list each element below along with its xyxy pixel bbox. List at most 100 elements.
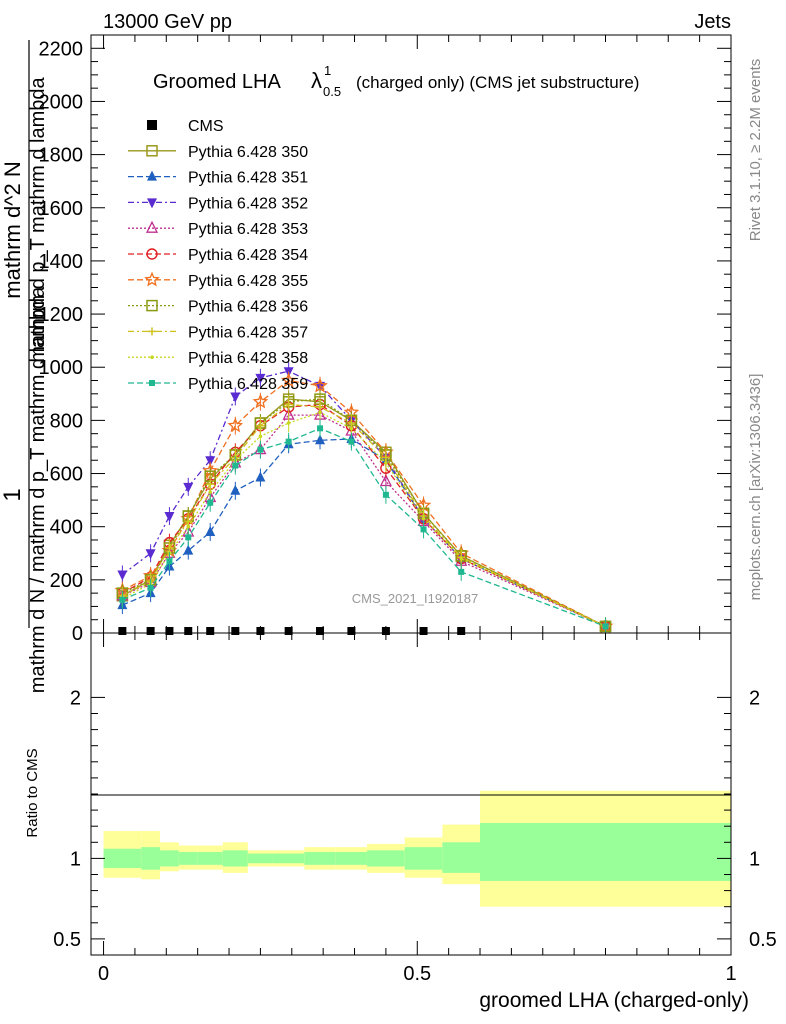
ratio-band-inner	[404, 847, 443, 870]
x-tick-label: 0.5	[403, 963, 431, 985]
data-point	[419, 627, 428, 635]
legend-item: Pythia 6.428 357	[128, 324, 308, 341]
title-rest: (charged only) (CMS jet substructure)	[356, 73, 639, 92]
data-point	[382, 491, 389, 498]
ratio-band-inner	[160, 850, 179, 867]
ylabel-small: mathrm d p_T mathrm d lambda	[27, 76, 49, 362]
data-point	[227, 417, 244, 433]
data-point	[208, 490, 213, 494]
x-axis-label: groomed LHA (charged-only)	[479, 989, 749, 1012]
y-tick-label: 2200	[39, 38, 84, 60]
ratio-band-inner	[222, 850, 248, 867]
ratio-tick-label-right: 2	[749, 687, 760, 709]
data-point	[252, 393, 269, 409]
data-point	[147, 170, 157, 181]
side-rivet: Rivet 3.1.10, ≥ 2.2M events	[747, 59, 764, 242]
data-point	[118, 627, 127, 635]
ratio-y-ticks: 0.5 0.5 1 1 2 2	[53, 687, 777, 951]
watermark: CMS_2021_I1920187	[352, 591, 479, 606]
series-line	[122, 398, 606, 627]
y-tick-label: 0	[72, 623, 83, 645]
data-point	[206, 627, 215, 635]
ratio-band-inner	[103, 848, 142, 869]
series-line	[122, 414, 606, 627]
series-line	[122, 379, 606, 627]
data-point	[258, 434, 263, 439]
ratio-band-inner	[304, 851, 336, 865]
legend-item: Pythia 6.428 353	[128, 220, 308, 238]
legend-label: Pythia 6.428 357	[188, 324, 308, 341]
data-point	[146, 145, 158, 157]
y-tick-label: 1400	[39, 251, 84, 273]
legend-item: Pythia 6.428 352	[128, 195, 308, 212]
data-point	[150, 355, 154, 360]
data-point	[183, 482, 194, 493]
ratio-tick-label: 2	[70, 687, 81, 709]
ratio-band-inner	[335, 851, 368, 865]
ratio-tick-label-right: 0.5	[749, 929, 777, 951]
data-point	[184, 627, 193, 635]
ratio-band-inner	[247, 853, 273, 864]
ylabel-big: mathrm d^2 N	[0, 161, 25, 298]
data-point	[232, 462, 239, 469]
data-point	[286, 421, 291, 425]
data-point	[207, 499, 214, 506]
data-point	[459, 556, 463, 561]
data-point	[166, 558, 173, 565]
data-point	[381, 627, 390, 635]
data-point	[230, 484, 241, 495]
plot-title: Groomed LHA λ 1 0.5 (charged only) (CMS …	[153, 63, 639, 99]
data-point	[284, 400, 293, 409]
data-point	[457, 627, 466, 635]
series-line	[122, 411, 606, 627]
series-pythia-6-428-359	[119, 419, 609, 636]
legend-label: Pythia 6.428 352	[188, 195, 308, 212]
legend-item: Pythia 6.428 354	[128, 247, 308, 264]
ratio-band-inner	[178, 851, 198, 865]
data-point	[318, 410, 322, 415]
data-point	[349, 426, 354, 431]
data-point	[285, 438, 292, 445]
header-left: 13000 GeV pp	[103, 11, 232, 33]
y-tick-label: 800	[50, 410, 83, 432]
data-point	[149, 380, 155, 386]
data-point	[185, 534, 192, 541]
data-point	[165, 627, 174, 635]
data-point	[119, 596, 126, 603]
ratio-bands	[103, 790, 731, 907]
data-point	[348, 438, 355, 445]
data-point	[148, 327, 156, 336]
data-point	[384, 461, 388, 465]
data-point	[147, 198, 157, 209]
ratio-tick-label: 1	[70, 848, 81, 870]
y-tick-label: 1600	[39, 198, 84, 220]
data-point	[144, 271, 160, 287]
legend-item: Pythia 6.428 351	[128, 170, 308, 187]
ylabel-num: 1	[0, 488, 26, 501]
series-line	[122, 370, 606, 627]
y-tick-label: 400	[50, 517, 83, 539]
data-point	[145, 549, 156, 560]
x-tick-label: 0	[98, 963, 109, 985]
data-point	[231, 627, 240, 635]
legend-label: Pythia 6.428 351	[188, 170, 308, 187]
y-tick-label: 2000	[39, 91, 84, 113]
ratio-band-inner	[442, 842, 481, 873]
data-point	[458, 568, 465, 575]
ratio-band-inner	[480, 822, 731, 881]
legend-label: Pythia 6.428 358	[188, 350, 308, 367]
data-point	[284, 627, 293, 635]
data-point	[147, 120, 157, 130]
data-point	[255, 373, 266, 384]
ratio-band-inner	[197, 851, 223, 865]
legend-label: Pythia 6.428 350	[188, 144, 308, 161]
x-tick-label: 1	[725, 963, 736, 985]
ratio-x-ticks: 0 0.5 1	[98, 633, 737, 985]
y-tick-label: 1200	[39, 304, 84, 326]
y-tick-label: 200	[50, 570, 83, 592]
data-point	[257, 446, 264, 453]
data-point	[146, 299, 158, 312]
y-tick-label: 1000	[39, 357, 84, 379]
title-sup: 1	[324, 63, 331, 78]
side-mcplots: mcplots.cern.ch [arXiv:1306.3436]	[747, 374, 764, 601]
